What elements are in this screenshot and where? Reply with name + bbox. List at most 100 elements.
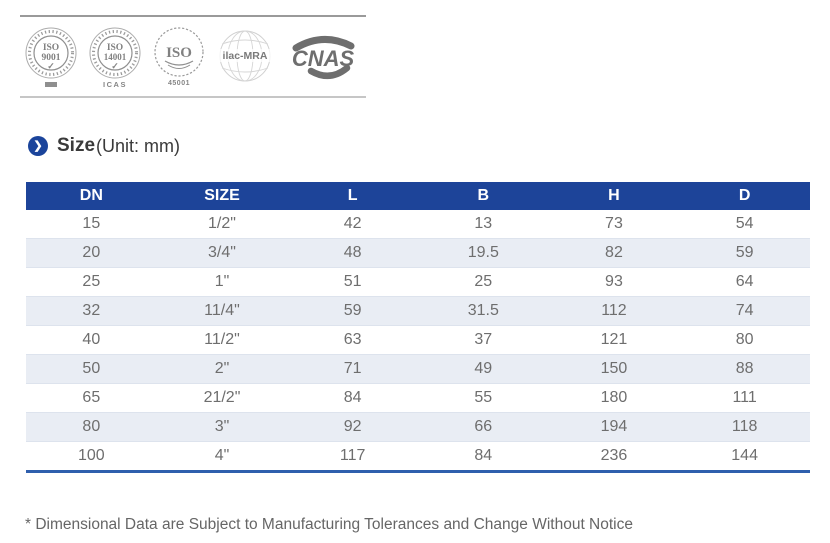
cnas-label: CNAS (292, 46, 355, 71)
table-row: 80 3" 92 66 194 118 (26, 412, 810, 442)
iso-9001-line1: ISO (43, 43, 59, 53)
section-unit: (Unit: mm) (96, 135, 181, 156)
iso-45001-badge: ISO 45001 (152, 26, 206, 88)
iso-14001-line2: 14001 (104, 52, 127, 62)
table-cell: 37 (474, 331, 493, 348)
table-cell: 15 (82, 215, 101, 232)
table-cell: 84 (474, 447, 493, 464)
table-cell: 11/4" (204, 302, 240, 319)
column-header-b: B (417, 182, 549, 210)
table-cell: 19.5 (467, 244, 499, 261)
table-cell: 54 (735, 215, 754, 232)
chevron-right-icon: ❯ (28, 136, 48, 156)
table-cell: 1" (214, 273, 230, 290)
iso-9001-badge: ISO 9001 ✓ (24, 26, 78, 88)
table-row: 100 4" 117 84 236 144 (26, 442, 810, 472)
dimension-disclaimer: * Dimensional Data are Subject to Manufa… (25, 515, 633, 533)
iso-14001-badge: ISO 14001 ✓ ICAS (88, 26, 142, 88)
table-cell: 59 (343, 302, 362, 319)
table-cell: 100 (77, 447, 105, 464)
table-row: 40 11/2" 63 37 121 80 (26, 326, 810, 355)
table-cell: 80 (735, 331, 754, 348)
size-table: DN SIZE L B H D 15 1/2" 42 13 73 54 20 3/4" 48 19… (26, 182, 810, 473)
table-row: 15 1/2" 42 13 73 54 (26, 210, 810, 239)
table-cell: 59 (735, 244, 754, 261)
table-cell: 55 (474, 389, 493, 406)
cnas-badge: CNAS (284, 33, 362, 81)
table-row: 65 21/2" 84 55 180 111 (26, 384, 810, 413)
table-cell: 112 (601, 302, 627, 319)
table-cell: 51 (343, 273, 362, 290)
certification-strip: ISO 9001 ✓ ISO 14001 ✓ ICAS ISO 45001 (20, 15, 366, 98)
table-cell: 64 (735, 273, 754, 290)
table-cell: 144 (731, 447, 758, 464)
table-cell: 194 (600, 418, 628, 435)
table-cell: 25 (82, 273, 101, 290)
iso-45001-title: ISO (166, 45, 192, 61)
checkmark-icon: ✓ (111, 61, 119, 71)
table-cell: 92 (343, 418, 362, 435)
size-table-header: DN SIZE L B H D (26, 182, 810, 210)
table-cell: 65 (82, 389, 101, 406)
table-cell: 121 (600, 331, 628, 348)
table-cell: 71 (343, 360, 362, 377)
table-cell: 50 (82, 360, 101, 377)
ilac-mra-label: ilac-MRA (223, 50, 268, 62)
table-cell: 42 (343, 215, 362, 232)
table-cell: 180 (600, 389, 628, 406)
table-cell: 150 (600, 360, 628, 377)
table-row: 50 2" 71 49 150 88 (26, 354, 810, 384)
table-cell: 48 (343, 244, 362, 261)
iso-14001-line1: ISO (107, 43, 123, 53)
table-cell: 25 (474, 273, 493, 290)
table-cell: 80 (82, 418, 101, 435)
icas-label: ICAS (103, 80, 127, 88)
table-cell: 13 (474, 215, 493, 232)
table-row: 32 11/4" 59 31.5 112 74 (26, 296, 810, 326)
table-cell: 118 (731, 418, 758, 435)
column-header-dn: DN (26, 182, 157, 210)
table-cell: 20 (82, 244, 101, 261)
iso-45001-seal-icon: ISO 45001 (154, 26, 204, 87)
table-cell: 88 (735, 360, 754, 377)
iso-9001-seal-icon: ISO 9001 ✓ (25, 27, 77, 87)
iso-9001-line2: 9001 (42, 53, 61, 63)
table-cell: 73 (605, 215, 623, 232)
table-cell: 236 (600, 447, 628, 464)
column-header-l: L (287, 182, 418, 210)
header-row: DN SIZE L B H D (26, 182, 810, 210)
size-section-heading: ❯ Size (Unit: mm) (28, 135, 180, 157)
cnas-logo-icon: CNAS (292, 35, 355, 79)
table-cell: 82 (605, 244, 623, 261)
table-cell: 3/4" (208, 244, 236, 261)
table-cell: 3" (214, 418, 230, 435)
section-title: Size (57, 135, 96, 156)
table-cell: 111 (732, 389, 757, 406)
ilac-mra-badge: ilac-MRA (216, 28, 274, 86)
table-cell: 2" (214, 360, 230, 377)
table-cell: 1/2" (208, 215, 236, 232)
table-cell: 84 (343, 389, 362, 406)
checkmark-icon: ✓ (47, 61, 55, 71)
column-header-d: D (679, 182, 810, 210)
ilac-mra-globe-icon: ilac-MRA (217, 30, 273, 81)
column-header-size: SIZE (156, 182, 288, 210)
table-cell: 74 (735, 302, 754, 319)
table-cell: 63 (343, 331, 362, 348)
table-cell: 21/2" (203, 389, 241, 406)
iso-14001-seal-icon: ISO 14001 ✓ ICAS (89, 27, 141, 88)
table-cell: 49 (474, 360, 493, 377)
size-table-body: 15 1/2" 42 13 73 54 20 3/4" 48 19.5 82 59 25 1" 51 25 93… (26, 210, 810, 472)
table-cell: 117 (339, 447, 366, 464)
table-cell: 40 (82, 331, 101, 348)
table-cell: 11/2" (204, 331, 240, 348)
table-cell: 32 (82, 302, 101, 319)
table-cell: 93 (605, 273, 623, 290)
table-row: 20 3/4" 48 19.5 82 59 (26, 238, 810, 268)
table-row: 25 1" 51 25 93 64 (26, 268, 810, 297)
iso-45001-number: 45001 (168, 80, 190, 87)
table-cell: 66 (474, 418, 493, 435)
column-header-h: H (548, 182, 680, 210)
table-cell: 31.5 (467, 302, 499, 319)
table-cell: 4" (214, 447, 230, 464)
